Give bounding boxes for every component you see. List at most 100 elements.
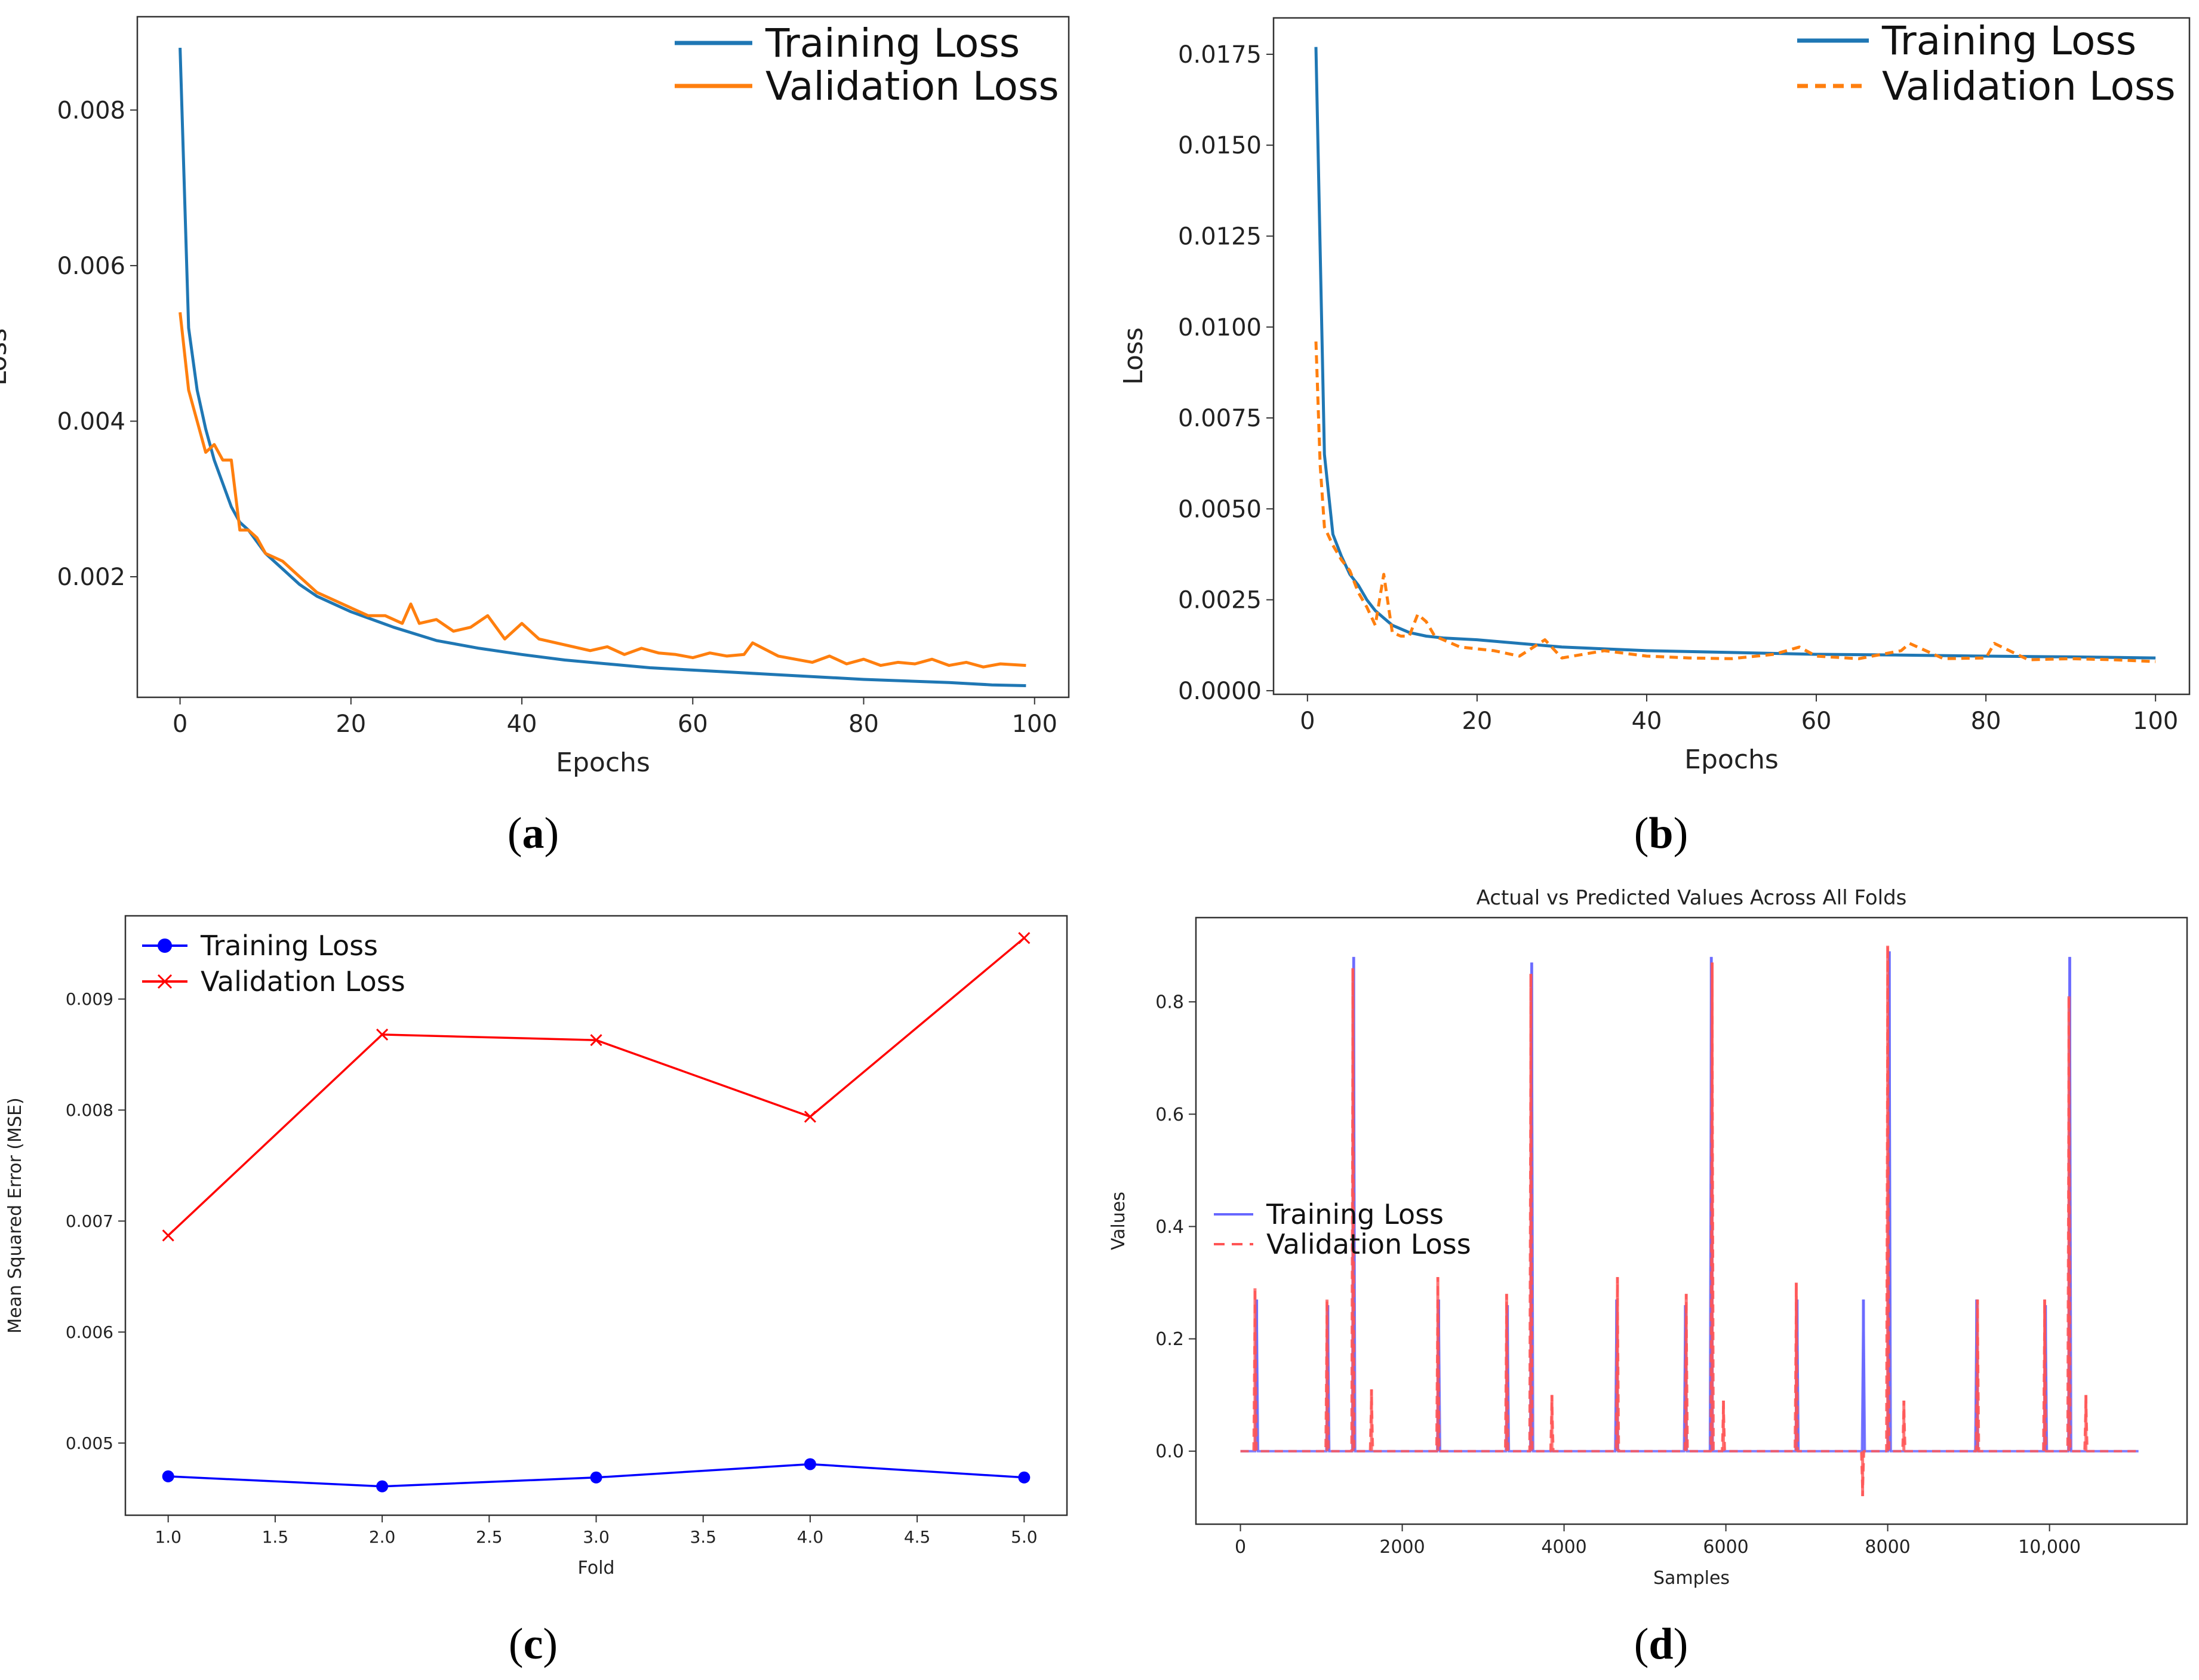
y-axis-label: Values: [1108, 1192, 1129, 1250]
x-tick-label: 20: [336, 710, 366, 738]
legend-label: Training Loss: [1266, 1198, 1444, 1230]
x-tick-label: 60: [678, 710, 708, 738]
panel-b-plot: 0 20 40 60 80 100 0.0000 0.0025 0.0050 0.0075 0.01…: [1118, 17, 2191, 775]
series-line-validation-loss: [179, 312, 1026, 669]
series-line-training-loss: [179, 48, 1026, 687]
x-tick-label: 2.0: [369, 1527, 396, 1547]
panel-d: Actual vs Predicted Values Across All Fo…: [1108, 886, 2188, 1669]
data-point: [376, 1028, 389, 1041]
y-tick-label: 0.2: [1155, 1329, 1184, 1350]
legend-label: Validation Loss: [1882, 63, 2176, 109]
y-tick-label: 0.006: [66, 1322, 113, 1342]
legend-label: Validation Loss: [1266, 1228, 1471, 1260]
x-tick-label: 80: [1971, 707, 2001, 735]
x-tick-label: 2.5: [476, 1527, 503, 1547]
series-line-training-loss: [1314, 47, 2156, 660]
plot-frame: [1195, 916, 2188, 1525]
y-tick-label: 0.0000: [1178, 678, 1262, 705]
y-tick-label: 0.0025: [1178, 587, 1262, 614]
marker-x-stroke: [376, 1028, 389, 1041]
y-tick-label: 0.0125: [1178, 223, 1262, 250]
chart-title: Actual vs Predicted Values Across All Fo…: [1477, 886, 1907, 910]
x-axis-label: Samples: [1653, 1568, 1730, 1589]
x-tick-label: 80: [848, 710, 879, 738]
series-line-validation-loss: [1314, 341, 2156, 663]
data-point: [376, 1480, 389, 1493]
y-axis-label: Loss: [1118, 327, 1149, 385]
x-tick-label: 4.5: [904, 1527, 931, 1547]
x-tick-label: 20: [1462, 707, 1492, 735]
y-tick-label: 0.005: [66, 1433, 113, 1453]
legend-label: Training Loss: [765, 20, 1020, 66]
x-tick-label: 1.0: [155, 1527, 182, 1547]
x-tick-label: 4.0: [797, 1527, 824, 1547]
y-tick-label: 0.004: [57, 408, 125, 435]
y-tick-label: 0.8: [1155, 992, 1184, 1013]
y-tick-label: 0.6: [1155, 1104, 1184, 1125]
x-tick-label: 3.5: [690, 1527, 716, 1547]
legend-label: Validation Loss: [201, 965, 405, 998]
x-axis-label: Fold: [578, 1558, 615, 1579]
y-axis-label: Loss: [0, 328, 13, 386]
y-tick-label: 0.008: [57, 97, 125, 124]
x-tick-label: 1.5: [262, 1527, 289, 1547]
y-tick-label: 0.0: [1155, 1441, 1184, 1462]
legend-label: Training Loss: [200, 930, 378, 962]
x-tick-label: 10,000: [2018, 1537, 2081, 1558]
x-tick-label: 100: [2133, 707, 2178, 735]
x-tick-label: 40: [507, 710, 537, 738]
data-point: [804, 1110, 816, 1123]
plot-frame: [136, 16, 1070, 699]
x-axis-label: Epochs: [1684, 744, 1779, 775]
legend-marker: [158, 939, 172, 953]
x-tick-label: 100: [1012, 710, 1057, 738]
y-tick-label: 0.007: [66, 1211, 113, 1231]
data-point: [162, 1470, 174, 1482]
legend-label: Training Loss: [1881, 18, 2136, 64]
panel-c-plot: 1.0 1.5 2.0 2.5 3.0 3.5 4.0 4.5 5.0 0.005 0.006 0.0…: [5, 915, 1068, 1579]
x-tick-label: 4000: [1541, 1537, 1586, 1558]
panel-c: 1.0 1.5 2.0 2.5 3.0 3.5 4.0 4.5 5.0 0.005 0.006 0.0…: [5, 915, 1068, 1669]
y-axis-label: Mean Squared Error (MSE): [5, 1097, 26, 1333]
marker-x-stroke: [804, 1110, 816, 1123]
panel-d-label: (d): [1634, 1620, 1688, 1669]
x-tick-label: 60: [1801, 707, 1832, 735]
x-tick-label: 0: [1300, 707, 1315, 735]
plot-frame: [1272, 17, 2191, 696]
panel-b-label: (b): [1634, 809, 1688, 858]
legend-marker: [157, 974, 173, 989]
y-tick-label: 0.4: [1155, 1217, 1184, 1238]
y-tick-label: 0.002: [57, 564, 125, 591]
x-tick-label: 0: [173, 710, 187, 738]
y-tick-label: 0.008: [66, 1100, 113, 1120]
y-tick-label: 0.0150: [1178, 132, 1262, 159]
y-tick-label: 0.006: [57, 253, 125, 280]
data-point: [804, 1458, 816, 1470]
panel-a-label: (a): [508, 809, 559, 858]
marker-x-stroke: [590, 1034, 602, 1047]
marker-x-stroke: [162, 1229, 174, 1242]
y-tick-label: 0.009: [66, 989, 113, 1009]
x-tick-label: 0: [1235, 1537, 1246, 1558]
x-tick-label: 3.0: [583, 1527, 610, 1547]
y-tick-label: 0.0100: [1178, 314, 1262, 341]
panel-a: 0 20 40 60 80 100 0.002 0.004 0.006 0.008 Epochs Lo…: [0, 16, 1070, 858]
panel-a-plot: 0 20 40 60 80 100 0.002 0.004 0.006 0.008 Epochs Lo…: [0, 16, 1070, 778]
y-tick-label: 0.0175: [1178, 41, 1262, 69]
x-tick-label: 5.0: [1011, 1527, 1038, 1547]
y-tick-label: 0.0075: [1178, 405, 1262, 432]
panel-c-label: (c): [509, 1620, 558, 1669]
marker-x-stroke: [1018, 932, 1031, 944]
x-axis-label: Epochs: [556, 747, 650, 778]
data-point: [590, 1471, 602, 1484]
x-tick-label: 6000: [1703, 1537, 1748, 1558]
data-point: [1018, 1471, 1031, 1484]
data-point: [590, 1034, 602, 1047]
data-point: [162, 1229, 174, 1242]
x-tick-label: 40: [1632, 707, 1662, 735]
